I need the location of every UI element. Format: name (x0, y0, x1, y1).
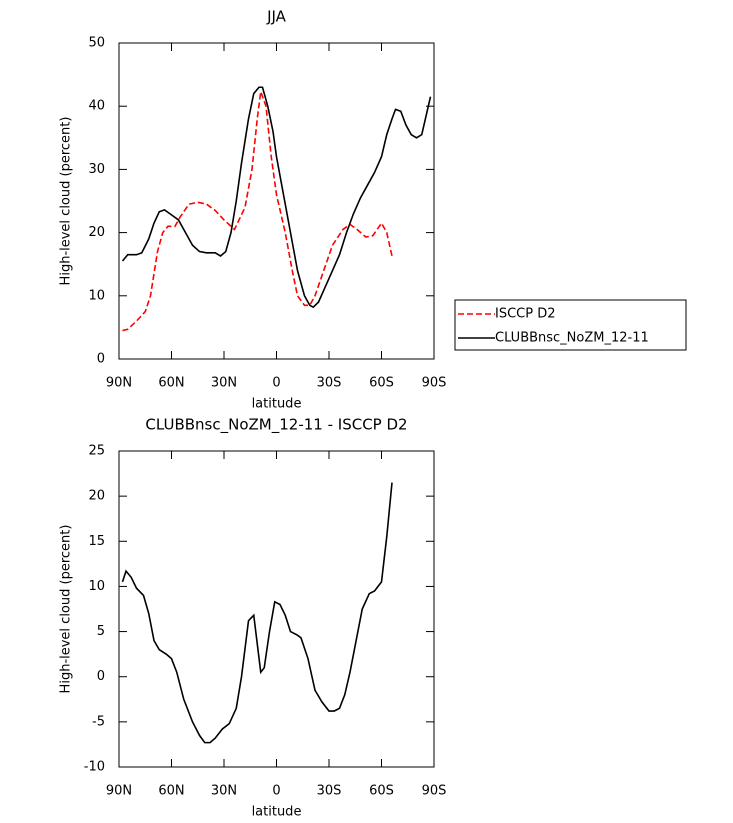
plot-frame (118, 450, 435, 768)
y-axis-label: High-level cloud (percent) (59, 117, 74, 286)
x-tick-label: 60N (158, 376, 184, 391)
x-tick-label: 90N (106, 376, 132, 391)
y-tick-label: 30 (88, 162, 105, 177)
legend-box (454, 299, 687, 351)
y-axis-label: High-level cloud (percent) (59, 525, 74, 694)
data-line (121, 482, 393, 744)
x-tick-label: 60N (158, 784, 184, 799)
x-tick-label: 90S (422, 784, 447, 799)
x-tick-label: 90S (422, 376, 447, 391)
y-tick-label: 5 (97, 624, 105, 639)
x-tick-label: 30N (211, 376, 237, 391)
y-tick-label: 15 (88, 534, 105, 549)
y-tick-label: 25 (88, 444, 105, 459)
x-axis-label: latitude (252, 805, 302, 820)
x-tick-label: 90N (106, 784, 132, 799)
x-tick-label: 0 (272, 784, 280, 799)
y-tick-label: 0 (97, 669, 105, 684)
x-tick-label: 60S (369, 784, 394, 799)
y-tick-label: 0 (97, 352, 105, 367)
y-tick-label: 10 (88, 288, 105, 303)
y-tick-label: -5 (92, 714, 105, 729)
chart-title: JJA (266, 8, 287, 26)
x-axis-label: latitude (252, 397, 302, 412)
x-tick-label: 0 (272, 376, 280, 391)
plot-frame (118, 42, 435, 360)
y-tick-label: 40 (88, 99, 105, 114)
x-tick-label: 30S (317, 784, 342, 799)
y-tick-label: 10 (88, 579, 105, 594)
y-tick-label: 20 (88, 225, 105, 240)
chart-title: CLUBBnsc_NoZM_12-11 - ISCCP D2 (145, 416, 407, 435)
x-tick-label: 30S (317, 376, 342, 391)
data-line (121, 86, 432, 309)
y-tick-label: 50 (88, 36, 105, 51)
legend-label: CLUBBnsc_NoZM_12-11 (495, 331, 649, 346)
x-tick-label: 30N (211, 784, 237, 799)
y-tick-label: -10 (84, 760, 105, 775)
y-tick-label: 20 (88, 489, 105, 504)
legend-label: ISCCP D2 (495, 307, 556, 322)
x-tick-label: 60S (369, 376, 394, 391)
